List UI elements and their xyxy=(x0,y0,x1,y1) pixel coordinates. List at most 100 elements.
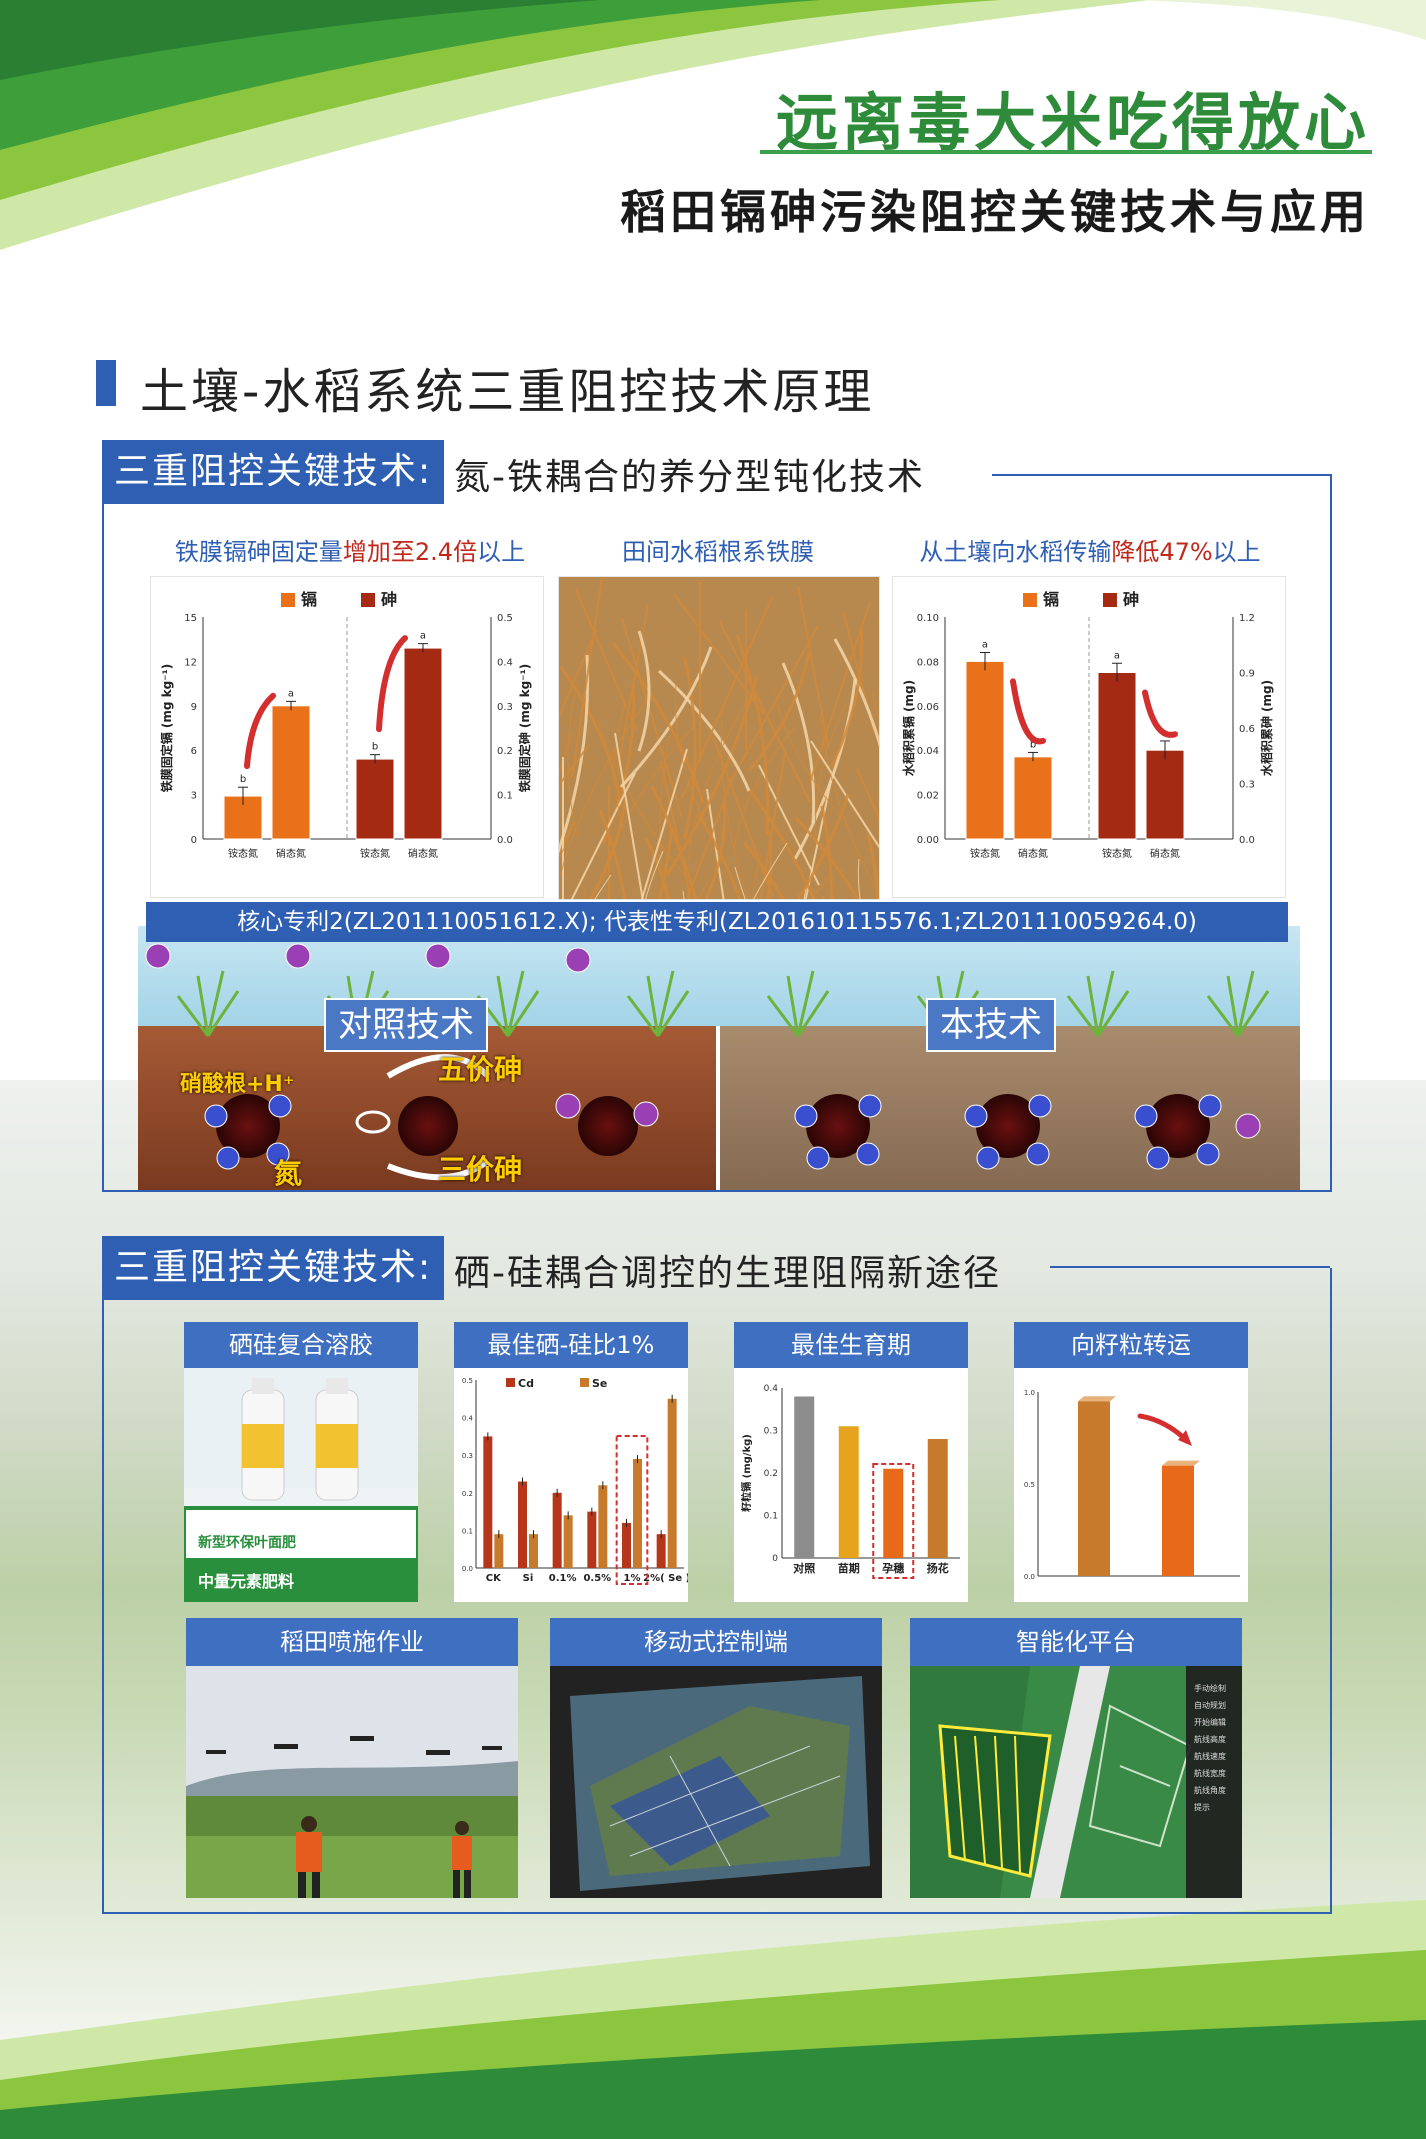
root-fiber xyxy=(857,858,861,899)
block2-top-line xyxy=(1050,1266,1330,1268)
caption-left-highlight: 增加至2.4倍 xyxy=(342,538,478,566)
highlight-box xyxy=(872,1463,915,1579)
caption-middle: 田间水稻根系铁膜 xyxy=(622,538,814,566)
x-tick-label: 苗期 xyxy=(838,1561,860,1575)
root-fiber xyxy=(686,776,734,899)
bar xyxy=(794,1396,815,1558)
root-fiber xyxy=(594,874,612,899)
root-fiber xyxy=(696,813,742,899)
tick-label: 0.0 xyxy=(462,1565,473,1573)
n-label: 氮 xyxy=(274,1157,303,1190)
tick-label: 0.2 xyxy=(462,1490,473,1498)
control-tech-label: 对照技术 xyxy=(324,998,488,1052)
bar xyxy=(494,1534,504,1568)
y-axis-label-left: 水稻积累镉 (mg) xyxy=(901,680,916,776)
root-fiber xyxy=(833,638,879,748)
tick-label-right: 0.0 xyxy=(497,835,513,846)
root-fiber xyxy=(659,735,671,899)
significance-label: a xyxy=(982,640,988,651)
tick-label-right: 0.9 xyxy=(1239,669,1255,680)
card-stage-title: 最佳生育期 xyxy=(734,1322,968,1368)
as5-label: 五价砷 xyxy=(438,1053,523,1086)
platform-menu-item[interactable]: 航线高度 xyxy=(1194,1735,1226,1744)
root-fiber xyxy=(584,886,586,899)
root-fiber xyxy=(665,674,759,876)
tick-label-right: 1.2 xyxy=(1239,613,1255,624)
trend-arrow xyxy=(1142,689,1178,738)
root-fiber xyxy=(613,707,625,829)
root-fiber xyxy=(766,829,773,899)
root-fiber xyxy=(575,589,637,731)
legend-label-cd: 镉 xyxy=(301,590,317,609)
legend-label-as: 砷 xyxy=(381,590,397,609)
bar xyxy=(552,1492,562,1568)
root-fiber xyxy=(819,715,879,896)
tick-label: 0 xyxy=(772,1554,778,1564)
trend-arrow xyxy=(244,692,276,770)
platform-menu-item[interactable]: 开始编辑 xyxy=(1194,1718,1226,1727)
root-fiber xyxy=(617,605,649,767)
bar xyxy=(563,1515,573,1568)
root-fiber xyxy=(794,816,860,899)
root-fiber xyxy=(751,854,762,899)
significance-label: a xyxy=(420,631,426,642)
tick-label-left: 6 xyxy=(191,746,197,757)
root-fiber xyxy=(637,630,651,752)
tick-label-left: 0.08 xyxy=(917,657,939,668)
card-grain-chart: 1.0 0.5 0.0 xyxy=(1014,1368,1248,1602)
x-tick-label: 铵态氮 xyxy=(1102,847,1132,860)
root-fiber xyxy=(856,768,879,821)
root-fiber xyxy=(719,621,811,803)
root-fiber xyxy=(588,797,628,899)
bar xyxy=(403,647,443,840)
x-tick-label: 硝态氮 xyxy=(1018,847,1048,860)
root-fiber xyxy=(687,699,749,861)
tick-label-right: 0.4 xyxy=(497,657,513,668)
root-fiber xyxy=(683,658,697,840)
root-fiber xyxy=(706,788,725,899)
product-label-2: 中量元素肥料 xyxy=(198,1572,295,1591)
tick-label-left: 9 xyxy=(191,702,197,713)
root-fiber xyxy=(645,850,664,899)
platform-menu-item[interactable]: 航线角度 xyxy=(1194,1786,1226,1795)
platform-menu-item[interactable]: 航线宽度 xyxy=(1194,1769,1226,1778)
root-fiber xyxy=(570,772,636,899)
card-sese-ratio-chart: 0.5 0.4 0.3 0.2 0.1 0.0 Cd Se CK Si 0.1% 0.5% 1% 2%( … xyxy=(454,1368,690,1602)
caption-right-text: 从土壤向水稻传输 xyxy=(919,538,1112,566)
tick-label-left: 15 xyxy=(184,613,197,624)
root-fiber xyxy=(735,634,770,836)
card-sese-sol-photo: 新型环保叶面肥 中量元素肥料 xyxy=(184,1368,418,1602)
legend-label-cd: Cd xyxy=(518,1377,534,1390)
legend-label-as: 砷 xyxy=(1123,590,1139,609)
root-fiber xyxy=(814,703,847,845)
nitrate-label: 硝酸根+H⁺ xyxy=(180,1072,295,1097)
root-fiber xyxy=(611,642,705,804)
bar xyxy=(483,1436,493,1568)
bar xyxy=(1097,672,1137,840)
root-fiber xyxy=(804,780,832,899)
x-tick-label: 硝态氮 xyxy=(1150,847,1180,860)
platform-menu-item[interactable]: 自动规划 xyxy=(1194,1701,1226,1710)
top-wave-decoration xyxy=(0,0,1426,250)
root-fiber xyxy=(674,683,707,825)
root-fiber xyxy=(650,785,698,899)
tick-label: 0.5 xyxy=(462,1377,473,1385)
tick-label: 0.1 xyxy=(462,1527,473,1535)
tick-label-right: 0.3 xyxy=(1239,780,1255,791)
caption-left-suffix: 以上 xyxy=(477,538,526,566)
platform-menu-item[interactable]: 航线速度 xyxy=(1194,1752,1226,1761)
page-subtitle: 稻田镉砷污染阻控关键技术与应用 xyxy=(620,185,1370,239)
root-fiber xyxy=(797,585,829,747)
platform-menu-item[interactable]: 手动绘制 xyxy=(1194,1684,1226,1693)
card-stage-chart: 0.4 0.3 0.2 0.1 0 籽粒镉 (mg/kg) 对照 苗期 孕穗 扬花 xyxy=(734,1368,968,1602)
x-tick-label: 0.1% xyxy=(549,1573,577,1584)
root-fiber xyxy=(809,601,871,783)
trend-arrow xyxy=(1137,1413,1187,1441)
page-title: 远离毒大米吃得放心 xyxy=(775,86,1370,159)
tick-label: 0.4 xyxy=(462,1415,474,1423)
root-fiber xyxy=(657,669,751,792)
soil-diagram: 对照技术 本技术 硝酸根+H⁺ 五价砷 三价砷 氮 xyxy=(138,926,1300,1190)
platform-menu-item[interactable]: 提示 xyxy=(1194,1803,1210,1812)
block1-frame xyxy=(102,474,1332,1192)
tick-label: 0.3 xyxy=(764,1427,778,1437)
